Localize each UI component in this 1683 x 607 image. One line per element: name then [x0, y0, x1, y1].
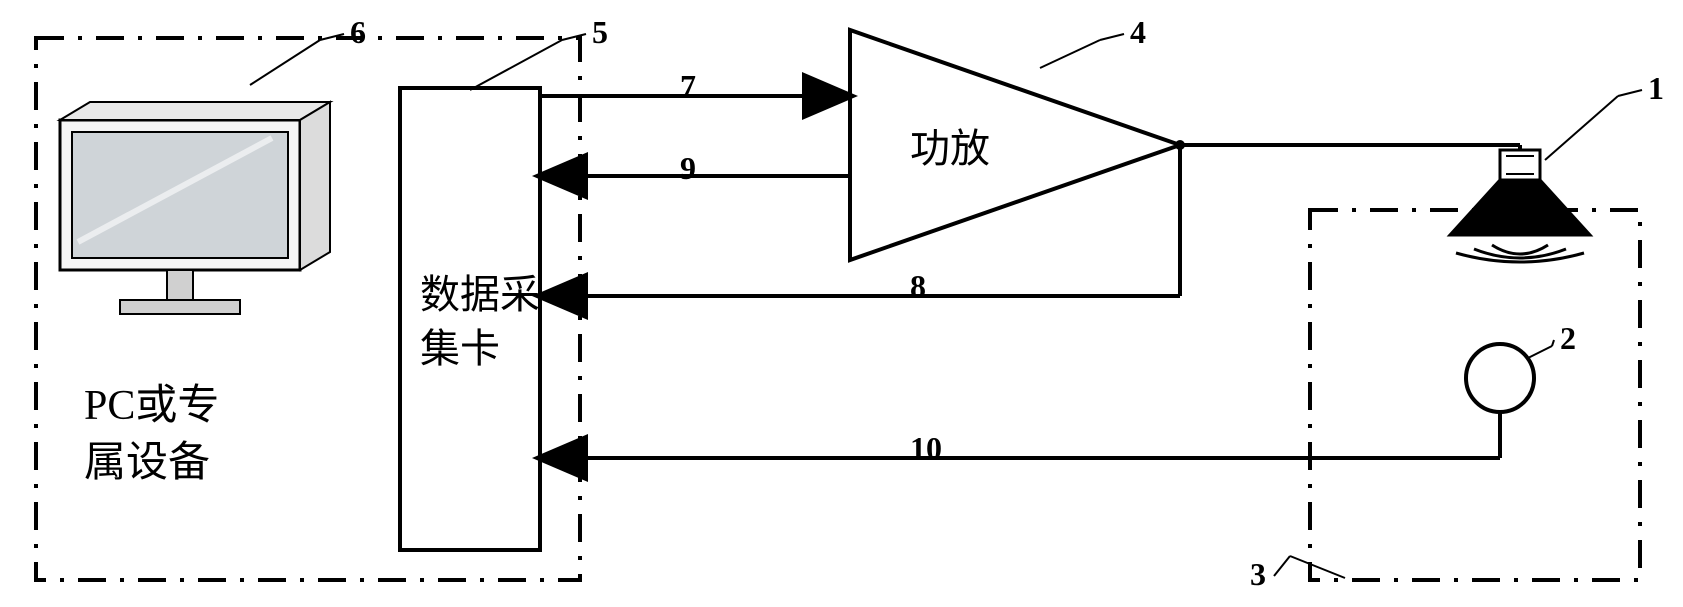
signal-7-label: 7	[680, 68, 696, 105]
signal-8-label: 8	[910, 268, 926, 305]
sound-wave-icon	[1492, 245, 1548, 254]
leader-5-label: 5	[592, 14, 608, 51]
leader-2-label: 2	[1560, 320, 1576, 357]
leader-5	[562, 34, 586, 40]
leader-4	[1100, 34, 1124, 40]
pc-stand	[120, 300, 240, 314]
leader-1-label: 1	[1648, 70, 1664, 107]
amp-label: 功放	[910, 122, 990, 176]
signal-10-label: 10	[910, 430, 942, 467]
speaker	[1450, 180, 1590, 235]
leader-4-label: 4	[1130, 14, 1146, 51]
leader-6-label: 6	[350, 14, 366, 51]
microphone	[1466, 344, 1534, 412]
leader-3-label: 3	[1250, 556, 1266, 593]
pc-label: PC或专 属设备	[84, 378, 219, 491]
leader-3	[1274, 556, 1290, 576]
leader-1	[1618, 90, 1642, 96]
signal-9-label: 9	[680, 150, 696, 187]
speaker-body	[1500, 150, 1540, 180]
leader-2	[1552, 340, 1554, 346]
power-amp	[850, 30, 1180, 260]
daq-label: 数据采 集卡	[420, 268, 540, 376]
diagram-canvas	[0, 0, 1683, 607]
